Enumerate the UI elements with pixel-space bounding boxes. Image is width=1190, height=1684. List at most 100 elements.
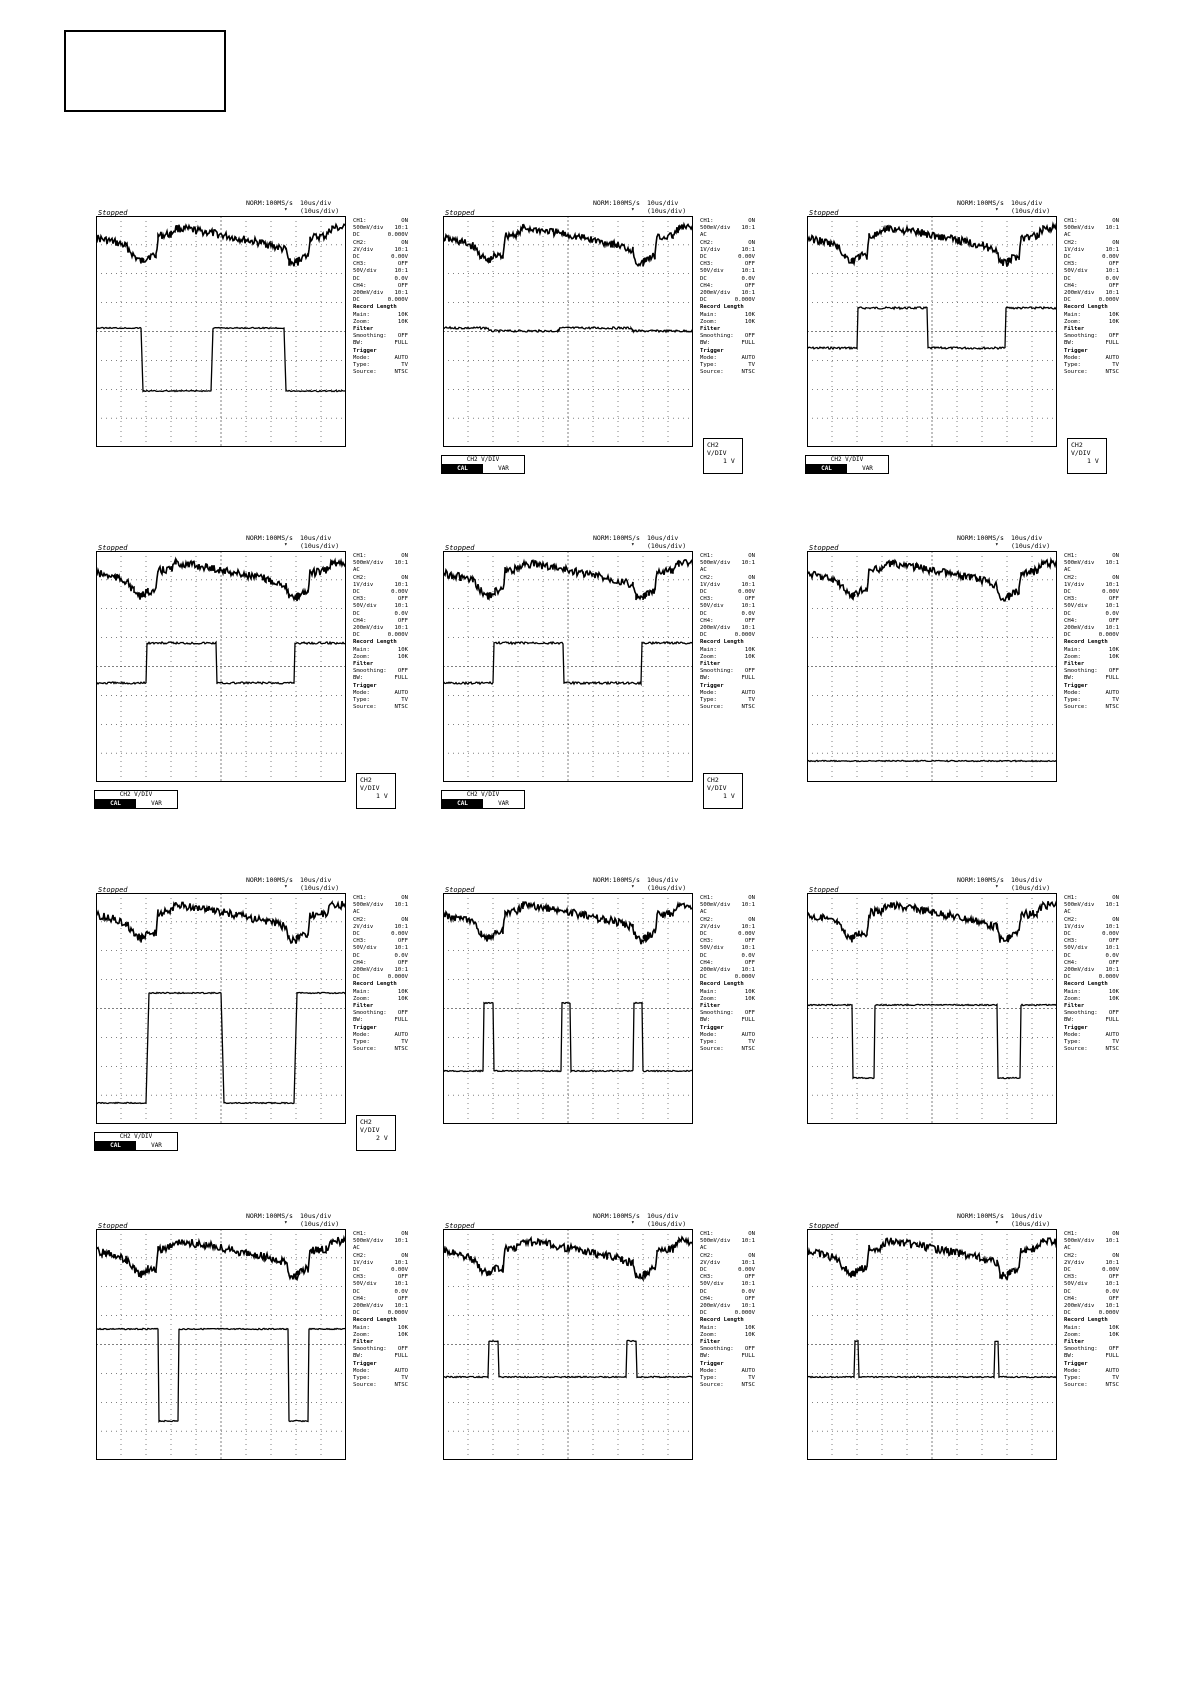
ch1-trace (807, 221, 1057, 267)
var-button[interactable]: VAR (862, 465, 873, 472)
scope-panel-6: NORM:100MS/s ▾ 10us/div (10us/div) Stoppe… (807, 534, 1119, 845)
ch2-trace (443, 325, 693, 334)
acquisition-rate: NORM:100MS/s (593, 534, 640, 542)
ch1-trace (96, 556, 346, 602)
vdiv-title: CH2 (707, 441, 719, 449)
ch1-burst (642, 934, 648, 940)
ch1-burst (295, 1270, 301, 1276)
ch1-trace (807, 899, 1057, 943)
vdiv-title: CH2 (360, 1118, 372, 1126)
timebase: 10us/div (10us/div) (647, 1212, 687, 1228)
var-button[interactable]: VAR (498, 800, 509, 807)
timebase: 10us/div (10us/div) (1011, 1212, 1051, 1228)
ch1-burst (850, 1270, 856, 1276)
scope-screen: 12 (807, 893, 1057, 1124)
channel-settings: CH1: ON 500mV/div 10:1 AC CH2: ON 1V/div 10:… (353, 1231, 408, 1389)
ch1-burst (642, 592, 648, 598)
timebase: 10us/div (10us/div) (647, 199, 687, 215)
ch2-trace (96, 640, 346, 685)
ch2-vdiv-readout: CH2 V/DIV 1 V (703, 438, 743, 474)
scope-screen: 12 (807, 551, 1057, 782)
timebase: 10us/div (10us/div) (1011, 876, 1051, 892)
scope-screen: 12 (443, 1229, 693, 1460)
channel-settings: CH1: ON 500mV/div 10:1 AC CH2: ON 2V/div 10:… (700, 1231, 755, 1389)
vdiv-value: 1 V (723, 792, 735, 800)
scope-screen: 12 (96, 216, 346, 447)
ch1-trace (443, 558, 693, 602)
ch2-vdiv-softkey[interactable]: CH2 V/DIV CAL VAR (94, 1132, 178, 1151)
softkey-title: CH2 V/DIV (119, 1133, 153, 1140)
ch1-burst (486, 934, 492, 940)
cal-button[interactable]: CAL (442, 799, 483, 808)
ch2-vdiv-softkey[interactable]: CH2 V/DIV CAL VAR (441, 790, 525, 809)
timebase: 10us/div (10us/div) (1011, 199, 1051, 215)
ch2-vdiv-readout: CH2 V/DIV 1 V (703, 773, 743, 809)
ch2-trace (443, 1001, 693, 1074)
trigger-icon: ▾ (284, 541, 288, 548)
run-status: Stopped (809, 544, 839, 552)
cal-button[interactable]: CAL (95, 799, 136, 808)
acquisition-rate: NORM:100MS/s (246, 199, 293, 207)
ch2-trace (443, 640, 693, 687)
run-status: Stopped (809, 886, 839, 894)
ch2-trace (807, 1340, 1057, 1379)
acquisition-rate: NORM:100MS/s (957, 1212, 1004, 1220)
timebase: 10us/div (10us/div) (300, 1212, 340, 1228)
trigger-icon: ▾ (284, 206, 288, 213)
ch1-burst (642, 257, 648, 263)
vdiv-sub: V/DIV (360, 784, 380, 792)
vdiv-value: 1 V (723, 457, 735, 465)
scope-panel-3: NORM:100MS/s ▾ 10us/div (10us/div) Stoppe… (805, 199, 1119, 510)
vdiv-title: CH2 (1071, 441, 1083, 449)
ch1-trace (807, 556, 1057, 602)
channel-settings: CH1: ON 500mV/div 10:1 AC CH2: ON 1V/div 10:… (1064, 553, 1119, 711)
scope-panel-11: NORM:100MS/s ▾ 10us/div (10us/div) Stoppe… (443, 1212, 755, 1523)
scope-screen: 12 (96, 893, 346, 1124)
cal-button[interactable]: CAL (95, 1141, 136, 1150)
cal-button[interactable]: CAL (442, 464, 483, 473)
var-button[interactable]: VAR (151, 1142, 162, 1149)
ch1-burst (139, 257, 145, 263)
timebase: 10us/div (10us/div) (300, 876, 340, 892)
cal-button[interactable]: CAL (806, 464, 847, 473)
channel-settings: CH1: ON 500mV/div 10:1 AC CH2: ON 1V/div 10:… (1064, 895, 1119, 1053)
acquisition-rate: NORM:100MS/s (957, 534, 1004, 542)
channel-settings: CH1: ON 500mV/div 10:1 AC CH2: ON 1V/div 10:… (353, 553, 408, 711)
ch1-trace (96, 899, 346, 945)
scope-panel-1: NORM:100MS/s ▾ 10us/div (10us/div) Stoppe… (96, 199, 408, 510)
channel-settings: CH1: ON 500mV/div 10:1 AC CH2: ON 2V/div 10:… (353, 895, 408, 1053)
vdiv-sub: V/DIV (707, 449, 727, 457)
acquisition-rate: NORM:100MS/s (593, 199, 640, 207)
softkey-title: CH2 V/DIV (466, 791, 500, 798)
trigger-icon: ▾ (631, 206, 635, 213)
acquisition-rate: NORM:100MS/s (957, 876, 1004, 884)
ch2-vdiv-softkey[interactable]: CH2 V/DIV CAL VAR (441, 455, 525, 474)
corner-box (64, 30, 226, 112)
ch1-burst (850, 592, 856, 598)
var-button[interactable]: VAR (498, 465, 509, 472)
acquisition-rate: NORM:100MS/s (246, 1212, 293, 1220)
ch2-vdiv-softkey[interactable]: CH2 V/DIV CAL VAR (805, 455, 889, 474)
channel-settings: CH1: ON 500mV/div 10:1 AC CH2: ON 2V/div 10:… (700, 895, 755, 1053)
ch2-trace (96, 1327, 346, 1423)
scope-screen: 12 (443, 551, 693, 782)
acquisition-rate: NORM:100MS/s (593, 1212, 640, 1220)
ch2-trace (807, 1003, 1057, 1080)
ch2-trace (807, 759, 1057, 763)
acquisition-rate: NORM:100MS/s (246, 876, 293, 884)
scope-panel-7: NORM:100MS/s ▾ 10us/div (10us/div) Stoppe… (94, 876, 408, 1187)
ch2-vdiv-softkey[interactable]: CH2 V/DIV CAL VAR (94, 790, 178, 809)
scope-panel-2: NORM:100MS/s ▾ 10us/div (10us/div) Stoppe… (441, 199, 755, 510)
var-button[interactable]: VAR (151, 800, 162, 807)
vdiv-value: 2 V (376, 1134, 388, 1142)
scope-screen: 12 (807, 1229, 1057, 1460)
trigger-icon: ▾ (995, 883, 999, 890)
vdiv-value: 1 V (1087, 457, 1099, 465)
ch2-trace (807, 305, 1057, 351)
scope-panel-12: NORM:100MS/s ▾ 10us/div (10us/div) Stoppe… (807, 1212, 1119, 1523)
scope-screen: 12 (443, 893, 693, 1124)
ch1-burst (295, 257, 301, 263)
ch2-trace (443, 1339, 693, 1379)
run-status: Stopped (445, 886, 475, 894)
ch1-burst (295, 592, 301, 598)
